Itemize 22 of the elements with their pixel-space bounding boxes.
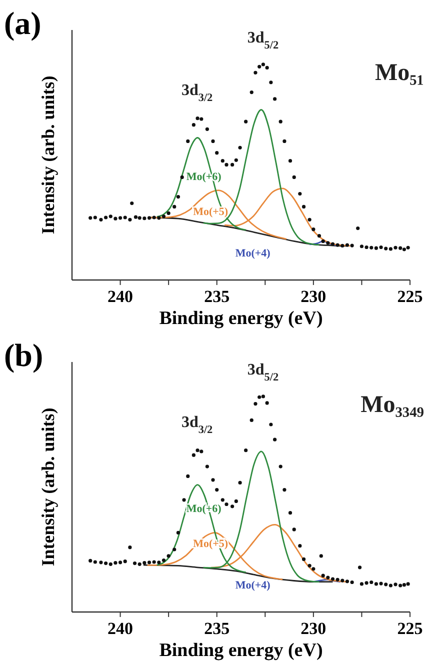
x-axis-title: Binding energy (eV)	[159, 308, 323, 329]
x-tick-label: 235	[204, 287, 230, 306]
annotation: Mo(+4)	[235, 579, 271, 592]
y-axis-title: Intensity (arb. units)	[38, 76, 58, 234]
annotation: 3d$_{3/2}$	[181, 82, 214, 104]
annotation: 3d$_{3/2}$	[181, 414, 214, 436]
annotation: Mo(+4)	[235, 247, 271, 260]
x-tick-label: 240	[108, 287, 134, 306]
x-tick-label: 235	[204, 619, 230, 638]
annotation: Mo₃₃₄₉	[360, 392, 424, 418]
x-tick-label: 230	[300, 619, 326, 638]
x-axis-title: Binding energy (eV)	[159, 640, 323, 661]
x-tick-label: 225	[397, 619, 423, 638]
x-tick-label: 230	[300, 287, 326, 306]
text: 3d$_{5/2}$	[247, 362, 279, 384]
chart-title: (b)	[4, 337, 44, 373]
x-tick-label: 240	[108, 619, 134, 638]
y-axis-title: Intensity (arb. units)	[38, 408, 58, 566]
annotation: Mo₅₁	[374, 60, 424, 86]
text: 3d$_{5/2}$	[247, 30, 279, 52]
x-tick-label: 225	[397, 287, 423, 306]
chart-title: (a)	[4, 5, 42, 41]
